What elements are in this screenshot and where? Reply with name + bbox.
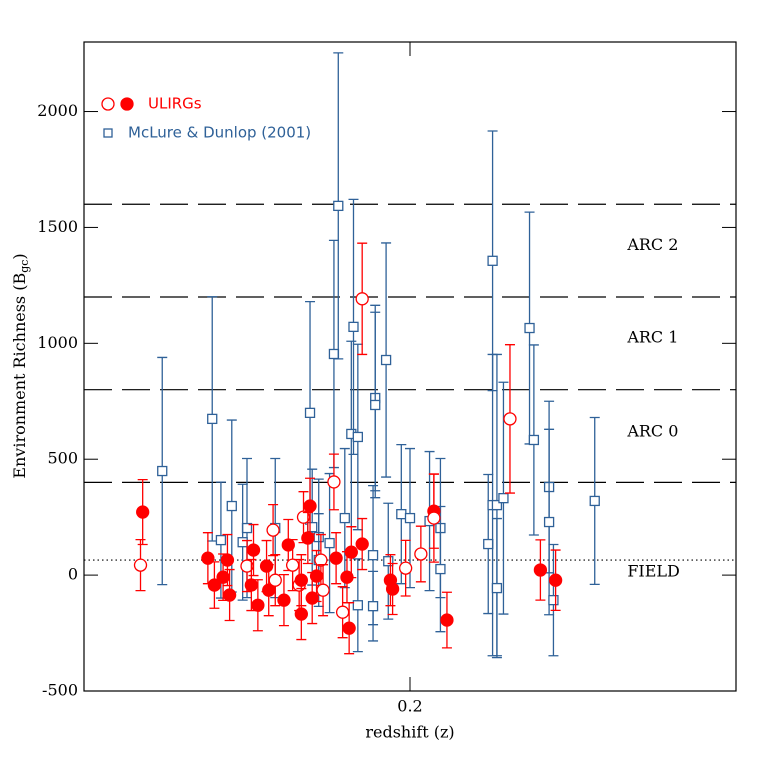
y-label-end: ) bbox=[10, 253, 29, 259]
data-point bbox=[367, 601, 379, 612]
data-point bbox=[380, 354, 392, 366]
data-point bbox=[589, 495, 600, 507]
data-point bbox=[404, 512, 416, 524]
data-point bbox=[355, 537, 369, 551]
data-point bbox=[259, 559, 274, 573]
data-point bbox=[487, 255, 498, 266]
data-point bbox=[157, 465, 168, 477]
y-tick-label: 2000 bbox=[37, 101, 78, 120]
data-point bbox=[339, 512, 350, 524]
data-point bbox=[396, 508, 407, 520]
data-point bbox=[294, 607, 308, 621]
y-label-sub: gc bbox=[18, 260, 31, 273]
data-point bbox=[277, 593, 291, 607]
data-point bbox=[498, 493, 509, 504]
legend-label: McLure & Dunlop (2001) bbox=[128, 124, 311, 142]
data-point bbox=[201, 551, 215, 565]
data-point bbox=[435, 563, 446, 575]
data-point bbox=[329, 551, 343, 565]
x-tick-label: 0.2 bbox=[397, 697, 422, 716]
x-axis-label: redshift (z) bbox=[365, 723, 454, 742]
data-point bbox=[370, 399, 381, 411]
data-point bbox=[548, 573, 563, 587]
legend-label: ULIRGs bbox=[148, 95, 202, 113]
data-point bbox=[491, 499, 503, 511]
data-point bbox=[344, 545, 358, 559]
data-point bbox=[483, 538, 494, 550]
data-point bbox=[237, 537, 248, 548]
data-point bbox=[251, 598, 265, 612]
data-point bbox=[503, 412, 517, 426]
data-point bbox=[383, 556, 394, 567]
data-point bbox=[352, 431, 363, 443]
data-point bbox=[303, 499, 317, 513]
data-point bbox=[314, 553, 328, 567]
data-point bbox=[294, 573, 308, 587]
data-point bbox=[333, 200, 344, 212]
data-point bbox=[301, 531, 315, 545]
data-point bbox=[491, 582, 503, 594]
annotation: ARC 2 bbox=[626, 235, 678, 254]
data-point bbox=[222, 588, 237, 602]
data-point bbox=[285, 558, 300, 572]
data-point bbox=[367, 550, 379, 561]
data-point bbox=[226, 500, 237, 512]
data-point bbox=[246, 543, 261, 557]
y-tick-label: 1500 bbox=[37, 217, 78, 236]
data-point bbox=[136, 505, 150, 519]
data-point bbox=[352, 600, 363, 611]
data-point bbox=[533, 563, 548, 577]
y-tick-label: 0 bbox=[68, 565, 78, 584]
data-point bbox=[266, 523, 280, 537]
data-point bbox=[399, 561, 413, 575]
y-label-main: Environment Richness (B bbox=[10, 273, 29, 479]
data-point bbox=[307, 521, 318, 533]
annotation: ARC 1 bbox=[626, 327, 678, 346]
data-point bbox=[324, 537, 335, 549]
data-point bbox=[427, 511, 441, 525]
annotation: ARC 0 bbox=[626, 422, 678, 441]
data-point bbox=[220, 553, 235, 567]
data-point bbox=[528, 434, 540, 446]
data-point bbox=[342, 621, 356, 635]
data-point bbox=[543, 516, 555, 528]
y-axis-label: Environment Richness (Bgc) bbox=[10, 253, 32, 478]
data-point bbox=[440, 613, 454, 627]
annotation: FIELD bbox=[627, 562, 680, 581]
data-point bbox=[207, 413, 218, 425]
data-point bbox=[133, 558, 148, 572]
data-point bbox=[316, 583, 330, 597]
data-point bbox=[207, 578, 222, 592]
data-point bbox=[304, 407, 316, 419]
data-point bbox=[327, 475, 341, 489]
legend-marker bbox=[103, 128, 113, 138]
data-point bbox=[244, 578, 258, 592]
data-point bbox=[355, 292, 369, 306]
data-point bbox=[414, 547, 428, 561]
data-point bbox=[268, 573, 282, 587]
data-point bbox=[524, 322, 535, 334]
data-point bbox=[335, 605, 350, 619]
data-point bbox=[281, 538, 295, 552]
y-tick-label: 500 bbox=[47, 449, 78, 468]
legend-marker bbox=[120, 97, 134, 111]
data-point bbox=[328, 348, 340, 360]
data-point bbox=[548, 594, 559, 606]
data-point bbox=[215, 534, 227, 546]
y-tick-label: -500 bbox=[42, 681, 78, 700]
data-point bbox=[348, 321, 359, 333]
data-point bbox=[385, 582, 400, 596]
y-tick-label: 1000 bbox=[37, 333, 78, 352]
legend-marker bbox=[101, 97, 115, 111]
